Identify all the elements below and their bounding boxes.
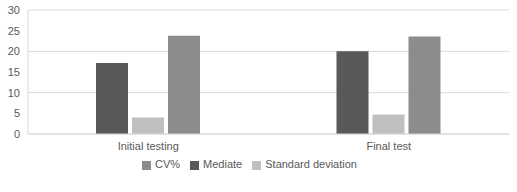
svg-text:25: 25 bbox=[8, 25, 20, 37]
svg-text:5: 5 bbox=[14, 107, 20, 119]
svg-text:10: 10 bbox=[8, 87, 20, 99]
html-text:Standard deviation: Standard deviation bbox=[265, 158, 357, 170]
svg-text:Final test: Final test bbox=[366, 140, 411, 152]
svg-text:Initial testing: Initial testing bbox=[118, 140, 179, 152]
svg-text:15: 15 bbox=[8, 66, 20, 78]
svg-text:0: 0 bbox=[14, 128, 20, 140]
svg-text:20: 20 bbox=[8, 45, 20, 57]
svg-text:30: 30 bbox=[8, 4, 20, 16]
html-text:CV%: CV% bbox=[155, 158, 181, 170]
html-text:Mediate: Mediate bbox=[203, 158, 243, 170]
